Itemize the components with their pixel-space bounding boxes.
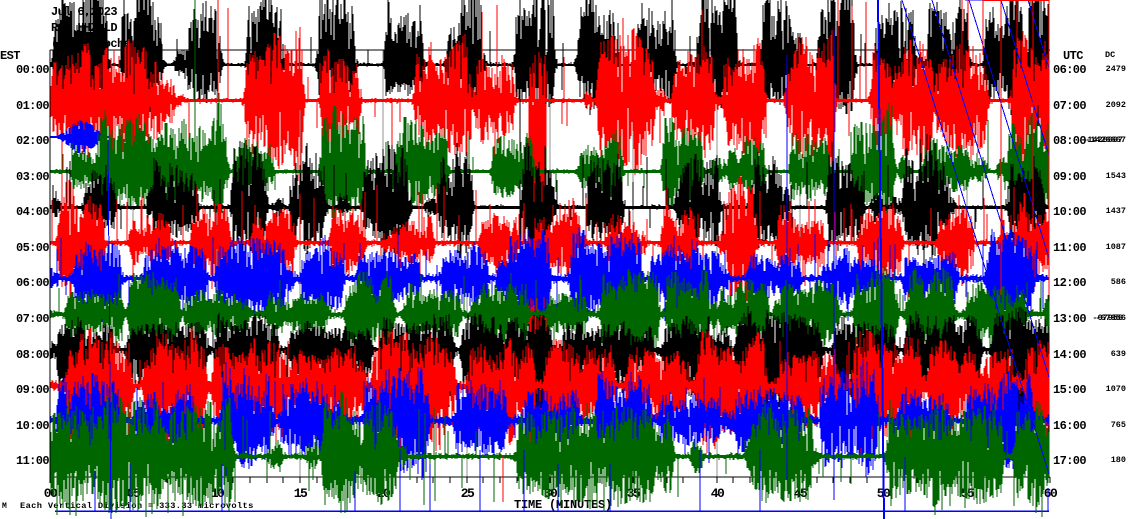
svg-text:10:00: 10:00 xyxy=(16,419,49,433)
svg-text:11:00: 11:00 xyxy=(16,454,49,468)
svg-text:16:00: 16:00 xyxy=(1053,419,1086,433)
svg-text:1087: 1087 xyxy=(1106,242,1126,252)
svg-text:03:00: 03:00 xyxy=(16,170,49,184)
svg-text:02:00: 02:00 xyxy=(16,134,49,148)
svg-text:-67956: -67956 xyxy=(1095,313,1126,323)
svg-text:DC: DC xyxy=(1105,50,1115,60)
svg-text:08:00: 08:00 xyxy=(16,348,49,362)
svg-text:15: 15 xyxy=(294,486,308,501)
svg-text:06:00: 06:00 xyxy=(1053,63,1086,77)
svg-text:12:00: 12:00 xyxy=(1053,276,1086,290)
svg-text:EST: EST xyxy=(0,49,20,63)
svg-text:2479: 2479 xyxy=(1106,64,1126,74)
svg-text:06:00: 06:00 xyxy=(16,276,49,290)
svg-text:UTC: UTC xyxy=(1063,49,1083,63)
svg-text:40: 40 xyxy=(711,486,725,501)
svg-text:1437: 1437 xyxy=(1106,206,1126,216)
svg-text:14:00: 14:00 xyxy=(1053,348,1086,362)
svg-text:07:00: 07:00 xyxy=(1053,99,1086,113)
svg-text:09:00: 09:00 xyxy=(1053,170,1086,184)
svg-text:10: 10 xyxy=(211,486,225,501)
svg-text:00:00: 00:00 xyxy=(16,63,49,77)
svg-text:-1426667: -1426667 xyxy=(1085,135,1126,145)
svg-text:05:00: 05:00 xyxy=(16,241,49,255)
svg-text:Each Vertical Division = 333.3: Each Vertical Division = 333.33 microvol… xyxy=(20,501,254,511)
svg-text:1543: 1543 xyxy=(1106,171,1126,181)
svg-text:04:00: 04:00 xyxy=(16,205,49,219)
svg-text:13:00: 13:00 xyxy=(1053,312,1086,326)
svg-text:09:00: 09:00 xyxy=(16,383,49,397)
svg-text:2092: 2092 xyxy=(1106,100,1126,110)
svg-text:586: 586 xyxy=(1111,277,1126,287)
svg-text:11:00: 11:00 xyxy=(1053,241,1086,255)
svg-text:M: M xyxy=(2,502,7,511)
svg-text:60: 60 xyxy=(1044,486,1058,501)
svg-text:15:00: 15:00 xyxy=(1053,383,1086,397)
svg-text:17:00: 17:00 xyxy=(1053,454,1086,468)
svg-text:55: 55 xyxy=(961,486,975,501)
svg-text:180: 180 xyxy=(1111,455,1126,465)
svg-text:10:00: 10:00 xyxy=(1053,205,1086,219)
svg-text:25: 25 xyxy=(461,486,475,501)
svg-text:639: 639 xyxy=(1111,349,1126,359)
svg-text:07:00: 07:00 xyxy=(16,312,49,326)
svg-text:1070: 1070 xyxy=(1106,384,1126,394)
svg-text:08:00: 08:00 xyxy=(1053,134,1086,148)
svg-text:00: 00 xyxy=(44,486,58,501)
svg-text:765: 765 xyxy=(1111,420,1126,430)
svg-text:01:00: 01:00 xyxy=(16,99,49,113)
